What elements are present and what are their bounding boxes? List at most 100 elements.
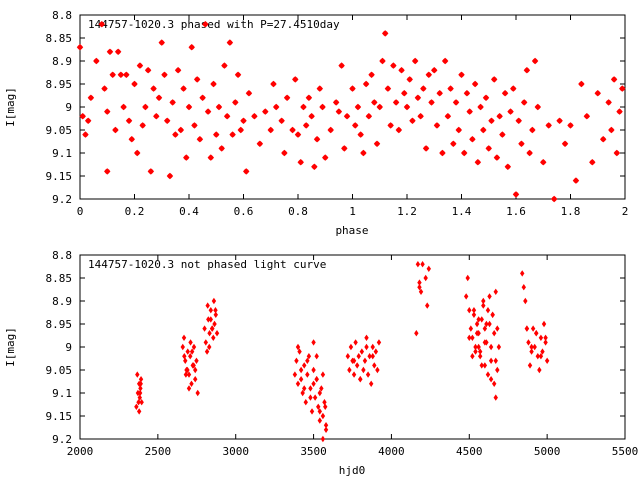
data-point-phased	[422, 145, 430, 152]
data-point-unphased	[367, 353, 372, 360]
data-point-unphased	[138, 385, 143, 392]
data-point-phased	[101, 85, 108, 92]
data-point-unphased	[183, 371, 189, 378]
data-point-unphased	[317, 417, 322, 424]
data-point-unphased	[538, 353, 544, 360]
data-point-unphased	[194, 357, 199, 364]
data-point-unphased	[298, 376, 304, 383]
data-point-unphased	[323, 403, 328, 410]
data-point-phased	[161, 71, 168, 78]
data-point-phased	[273, 103, 280, 111]
data-point-unphased	[138, 380, 143, 387]
data-point-phased	[444, 113, 452, 120]
y-tick-label: 9.1	[52, 387, 72, 400]
data-point-unphased	[212, 320, 217, 328]
data-point-phased	[523, 67, 531, 74]
data-point-phased	[308, 113, 315, 120]
data-point-phased	[134, 149, 141, 157]
data-point-phased	[376, 103, 383, 111]
x-axis-label-phased: phase	[335, 224, 368, 237]
data-point-unphased	[532, 343, 537, 351]
data-point-phased	[234, 71, 242, 78]
data-point-phased	[452, 99, 460, 106]
data-point-unphased	[543, 339, 548, 346]
data-point-phased	[120, 103, 127, 111]
data-point-phased	[409, 117, 416, 124]
data-point-unphased	[471, 307, 477, 314]
data-point-unphased	[477, 348, 483, 355]
data-point-unphased	[211, 297, 217, 305]
data-point-phased	[123, 71, 130, 78]
data-point-phased	[313, 136, 321, 143]
data-point-unphased	[470, 334, 475, 341]
data-point-unphased	[540, 348, 545, 355]
data-point-unphased	[193, 366, 198, 374]
chart-title-unphased: 144757-1020.3 not phased light curve	[88, 258, 326, 271]
data-points-phased	[76, 21, 626, 203]
data-point-phased	[605, 99, 612, 106]
data-point-unphased	[320, 412, 326, 420]
data-point-unphased	[295, 380, 301, 387]
data-point-phased	[327, 126, 334, 134]
data-point-phased	[128, 136, 135, 143]
data-point-phased	[567, 122, 574, 129]
data-point-unphased	[292, 371, 298, 378]
data-point-phased	[87, 94, 95, 101]
x-tick-label: 0.2	[125, 205, 145, 218]
data-point-phased	[496, 113, 503, 120]
data-point-unphased	[417, 279, 422, 286]
y-tick-label: 8.9	[52, 295, 72, 308]
data-point-phased	[510, 85, 517, 92]
x-tick-label: 2000	[67, 445, 94, 458]
data-point-phased	[469, 136, 476, 143]
data-point-phased	[480, 126, 487, 134]
data-point-phased	[589, 159, 596, 166]
data-point-phased	[180, 85, 187, 92]
data-point-unphased	[207, 343, 212, 351]
data-point-phased	[365, 113, 373, 120]
x-tick-label: 3000	[222, 445, 249, 458]
data-point-phased	[226, 39, 234, 46]
data-point-unphased	[375, 366, 380, 374]
data-point-unphased	[188, 339, 193, 346]
data-point-unphased	[323, 426, 329, 433]
data-point-unphased	[541, 320, 547, 328]
data-point-phased	[518, 140, 525, 147]
data-point-unphased	[474, 330, 480, 337]
data-point-unphased	[364, 334, 369, 341]
data-point-phased	[534, 103, 541, 111]
data-point-phased	[153, 113, 160, 120]
data-point-unphased	[302, 385, 307, 392]
data-point-phased	[297, 159, 304, 166]
data-point-phased	[349, 85, 356, 92]
data-point-phased	[262, 108, 269, 115]
data-point-unphased	[314, 353, 319, 360]
data-point-phased	[193, 76, 201, 83]
data-point-phased	[213, 131, 220, 138]
data-point-phased	[507, 108, 514, 115]
data-point-unphased	[368, 380, 374, 387]
x-tick-label: 4500	[456, 445, 483, 458]
data-point-phased	[450, 140, 457, 147]
data-point-phased	[114, 48, 122, 55]
data-point-phased	[540, 159, 547, 166]
data-point-phased	[384, 85, 392, 92]
x-tick-label: 0.8	[288, 205, 308, 218]
data-point-phased	[545, 122, 552, 129]
data-point-unphased	[470, 353, 475, 360]
data-point-phased	[529, 126, 536, 134]
data-point-phased	[482, 94, 490, 101]
data-point-unphased	[358, 376, 363, 383]
data-point-phased	[354, 103, 362, 111]
x-tick-label: 1.8	[561, 205, 581, 218]
data-point-unphased	[473, 348, 478, 355]
data-point-unphased	[481, 302, 486, 309]
data-point-phased	[382, 30, 389, 37]
data-point-unphased	[300, 389, 305, 397]
data-point-phased	[172, 131, 179, 138]
data-point-unphased	[495, 325, 500, 332]
data-point-unphased	[479, 316, 484, 323]
data-point-phased	[491, 76, 498, 83]
data-point-unphased	[370, 353, 375, 360]
data-point-phased	[335, 108, 343, 115]
